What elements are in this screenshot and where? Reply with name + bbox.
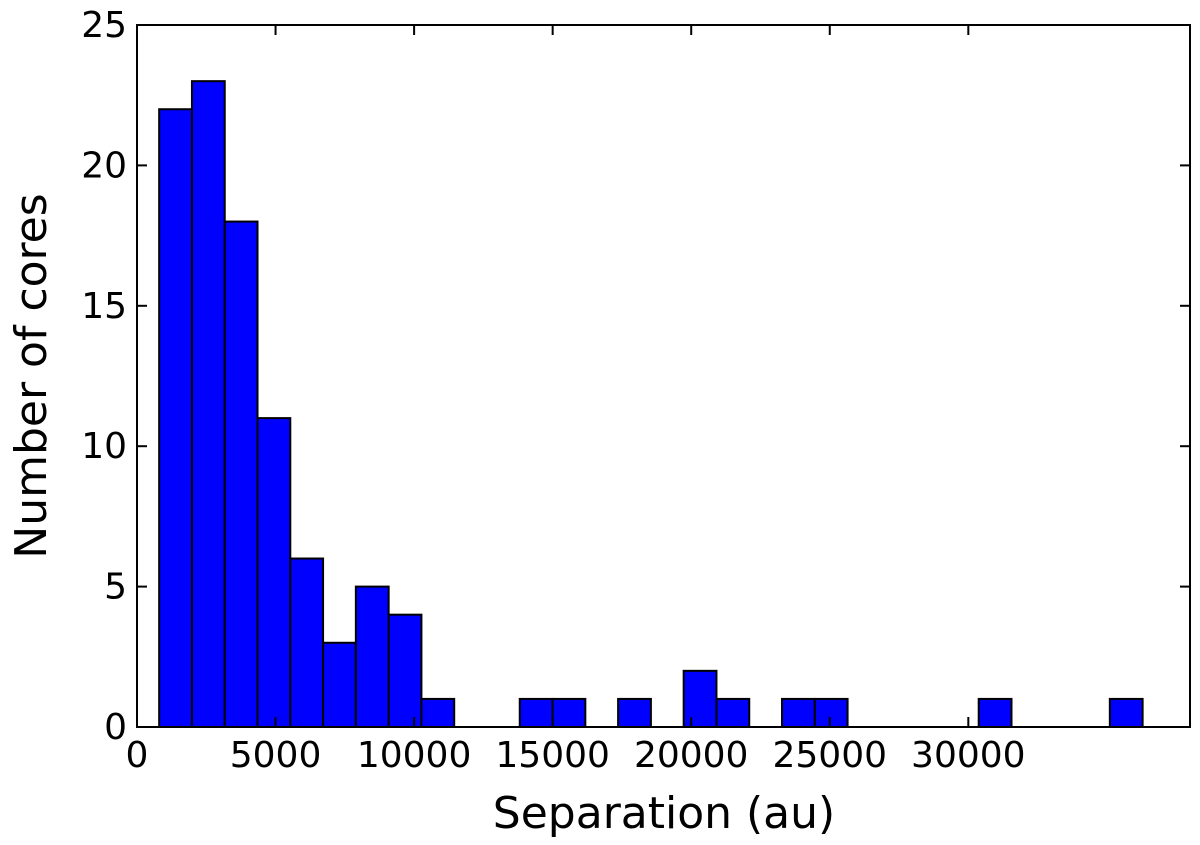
- x-tick-label: 25000: [772, 735, 887, 776]
- bar: [682, 669, 718, 729]
- bar: [977, 697, 1013, 728]
- bar: [190, 80, 226, 729]
- bar: [387, 613, 423, 728]
- y-tick-label: 5: [104, 567, 127, 608]
- y-tick-label: 0: [104, 707, 127, 748]
- y-axis-label: Number of cores: [6, 193, 57, 558]
- bar: [617, 697, 652, 728]
- bar: [813, 697, 849, 728]
- x-tick-label: 20000: [634, 735, 749, 776]
- x-tick-label: 30000: [911, 735, 1026, 776]
- x-axis-label: Separation (au): [493, 788, 835, 839]
- bar: [158, 108, 193, 729]
- x-tick-label: 5000: [230, 735, 322, 776]
- x-tick-label: 0: [126, 735, 149, 776]
- y-tick-label: 25: [81, 5, 127, 46]
- bar: [256, 417, 292, 728]
- bar: [715, 697, 751, 728]
- bar: [322, 641, 357, 729]
- bar: [1108, 697, 1144, 728]
- bar: [223, 220, 259, 728]
- plot-frame: [136, 24, 1191, 728]
- y-tick-label: 10: [81, 426, 127, 467]
- bar: [781, 697, 816, 728]
- bar: [551, 697, 587, 728]
- bar: [289, 557, 325, 729]
- bar: [354, 585, 390, 728]
- x-tick-label: 15000: [495, 735, 610, 776]
- bar: [420, 697, 456, 728]
- y-tick-label: 15: [81, 286, 127, 327]
- y-tick-label: 20: [81, 145, 127, 186]
- x-tick-label: 10000: [357, 735, 472, 776]
- bar: [518, 697, 554, 728]
